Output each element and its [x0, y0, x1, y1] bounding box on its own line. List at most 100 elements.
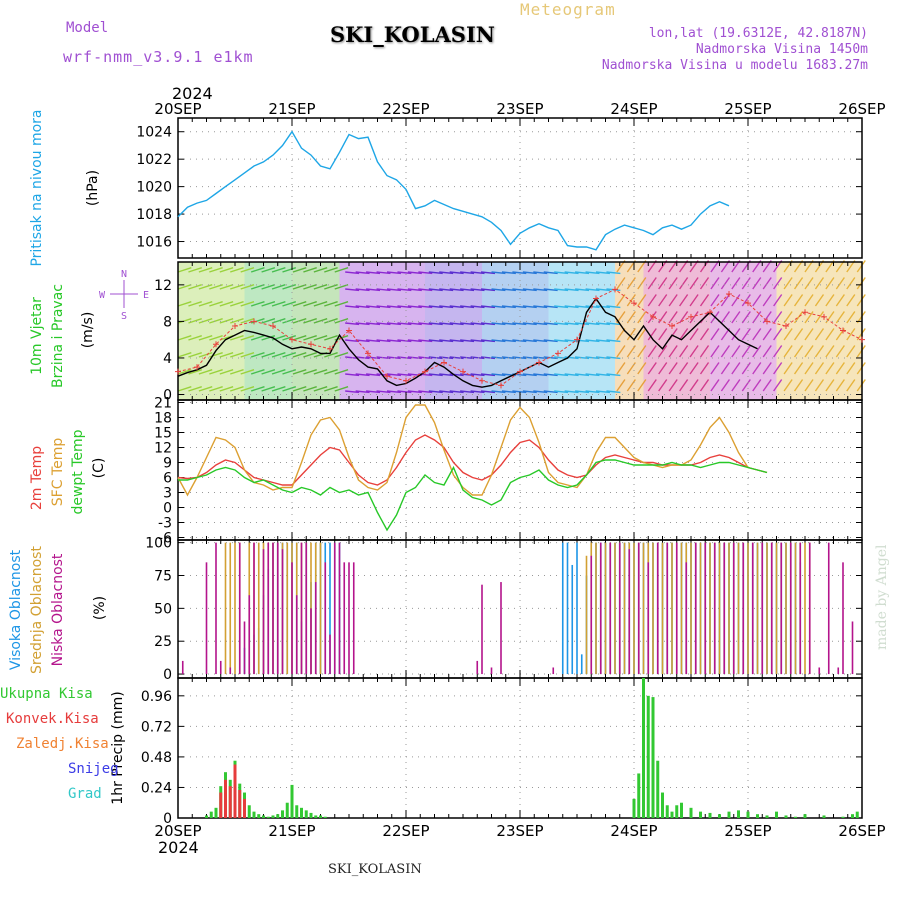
bar-clouds-mid-2 — [234, 542, 236, 675]
compass-n: N — [121, 269, 127, 280]
wind-band-9 — [710, 262, 777, 400]
bar-clouds-high-24 — [580, 654, 583, 675]
ytick-temperature-8: 18 — [154, 411, 172, 427]
ylabel-wind-1: 10m Vjetar — [29, 297, 45, 375]
bar-clouds-low-12 — [276, 542, 279, 675]
bar-clouds-mid-34 — [652, 542, 654, 675]
bar-clouds-low-57 — [827, 542, 830, 675]
bar-clouds-mid-0 — [224, 542, 227, 675]
xtick-bottom-1: 21SEP — [268, 822, 315, 840]
bar-precip-total-12 — [262, 815, 265, 818]
bar-clouds-mid-60 — [775, 542, 778, 675]
bar-clouds-low-42 — [685, 562, 688, 675]
gust-mark-18 — [517, 368, 523, 375]
ylabel-temp-3: dewpt Temp — [70, 429, 86, 514]
bar-clouds-low-2 — [215, 542, 217, 675]
series-temperature-sfc — [177, 404, 768, 497]
bar-precip-total-24 — [319, 815, 322, 818]
xtick-bottom-5: 25SEP — [724, 822, 771, 840]
gust-mark-21 — [574, 336, 580, 343]
line-temperature-sfc — [177, 404, 768, 497]
ytick-clouds-0: 0 — [163, 667, 172, 683]
bar-clouds-low-14 — [291, 562, 293, 675]
bar-clouds-low-15 — [295, 595, 298, 675]
bar-clouds-low-8 — [253, 542, 255, 675]
gust-mark-24 — [631, 300, 637, 307]
ytick-pressure-1: 1018 — [136, 207, 172, 223]
gust-mark-31 — [764, 318, 770, 325]
xtick-top-6: 26SEP — [838, 100, 885, 118]
ylabel-cloud-3: Niska Oblacnost — [50, 553, 66, 666]
bar-precip-convective-3 — [233, 764, 237, 818]
ytick-precip-1: 0.24 — [141, 780, 172, 796]
ytick-temperature-3: 3 — [163, 486, 172, 502]
bar-clouds-mid-20 — [585, 555, 588, 675]
compass-e: E — [143, 290, 149, 301]
gust-mark-13 — [422, 368, 428, 375]
gust-mark-32 — [783, 322, 789, 329]
gust-mark-16 — [479, 377, 485, 384]
coords-label: lon,lat (19.6312E, 42.8187N) — [648, 26, 868, 41]
bar-clouds-low-39 — [656, 542, 659, 675]
bar-precip-total-49 — [803, 814, 807, 818]
line-temperature-t2m — [177, 434, 768, 486]
bar-clouds-low-43 — [694, 542, 697, 675]
ytick-temperature-2: 0 — [163, 501, 172, 517]
gust-mark-27 — [688, 313, 694, 320]
bar-precip-total-18 — [290, 784, 294, 818]
series-clouds-low — [181, 542, 854, 675]
gust-mark-29 — [726, 290, 732, 297]
ylabel-cloud-2: Srednja Oblacnost — [29, 546, 45, 674]
ytick-temperature-1: -3 — [158, 516, 172, 532]
bar-precip-total-17 — [285, 802, 289, 818]
bar-precip-total-41 — [727, 811, 731, 818]
bar-clouds-low-31 — [552, 667, 555, 675]
model-label: Model — [66, 20, 109, 36]
xtick-top-5: 25SEP — [724, 100, 771, 118]
line-wind-speed — [177, 297, 758, 388]
unit-wind: (m/s) — [80, 312, 96, 349]
bar-clouds-low-49 — [751, 542, 754, 675]
bar-clouds-low-19 — [314, 582, 317, 675]
bar-clouds-mid-42 — [690, 542, 692, 675]
compass-rose: N S W E — [99, 269, 149, 322]
bar-precip-total-33 — [665, 805, 669, 818]
bar-clouds-low-0 — [181, 660, 184, 675]
gust-mark-2 — [213, 341, 219, 348]
bar-clouds-low-20 — [324, 562, 327, 675]
series-clouds-high — [243, 542, 802, 675]
bar-precip-total-42 — [737, 810, 740, 818]
gust-mark-3 — [232, 322, 238, 329]
bar-clouds-mid-38 — [671, 542, 673, 675]
bar-clouds-low-47 — [732, 542, 735, 675]
bar-precip-total-19 — [295, 805, 299, 818]
bar-precip-total-45 — [765, 815, 769, 818]
bar-clouds-low-5 — [238, 542, 241, 675]
panel-temperature — [177, 399, 863, 541]
precip-legend-3: Snijeg — [68, 761, 119, 777]
bar-precip-total-28 — [642, 678, 645, 818]
bar-clouds-low-58 — [837, 667, 840, 675]
bar-clouds-mid-62 — [785, 542, 787, 675]
unit-cloud: (%) — [92, 596, 108, 620]
gust-mark-22 — [593, 295, 599, 302]
year-bottom: 2024 — [158, 838, 199, 857]
bar-clouds-low-40 — [666, 542, 669, 675]
bar-precip-total-9 — [247, 805, 251, 818]
bar-clouds-low-25 — [348, 562, 350, 675]
compass-w: W — [99, 290, 106, 301]
bar-clouds-mid-32 — [642, 542, 645, 675]
frame-clouds — [177, 539, 863, 679]
footer-station: SKI_KOLASIN — [328, 862, 422, 877]
xtick-top-2: 22SEP — [382, 100, 429, 118]
bar-clouds-low-23 — [338, 542, 341, 675]
gust-mark-33 — [802, 309, 808, 316]
gust-mark-15 — [460, 368, 466, 375]
bar-clouds-low-21 — [329, 634, 331, 675]
gust-mark-28 — [707, 309, 713, 316]
panel-precip — [177, 677, 863, 819]
bar-clouds-high-17 — [329, 542, 331, 675]
bar-clouds-low-9 — [262, 549, 265, 675]
bar-clouds-low-36 — [628, 549, 631, 675]
wind-band-1 — [244, 262, 292, 400]
